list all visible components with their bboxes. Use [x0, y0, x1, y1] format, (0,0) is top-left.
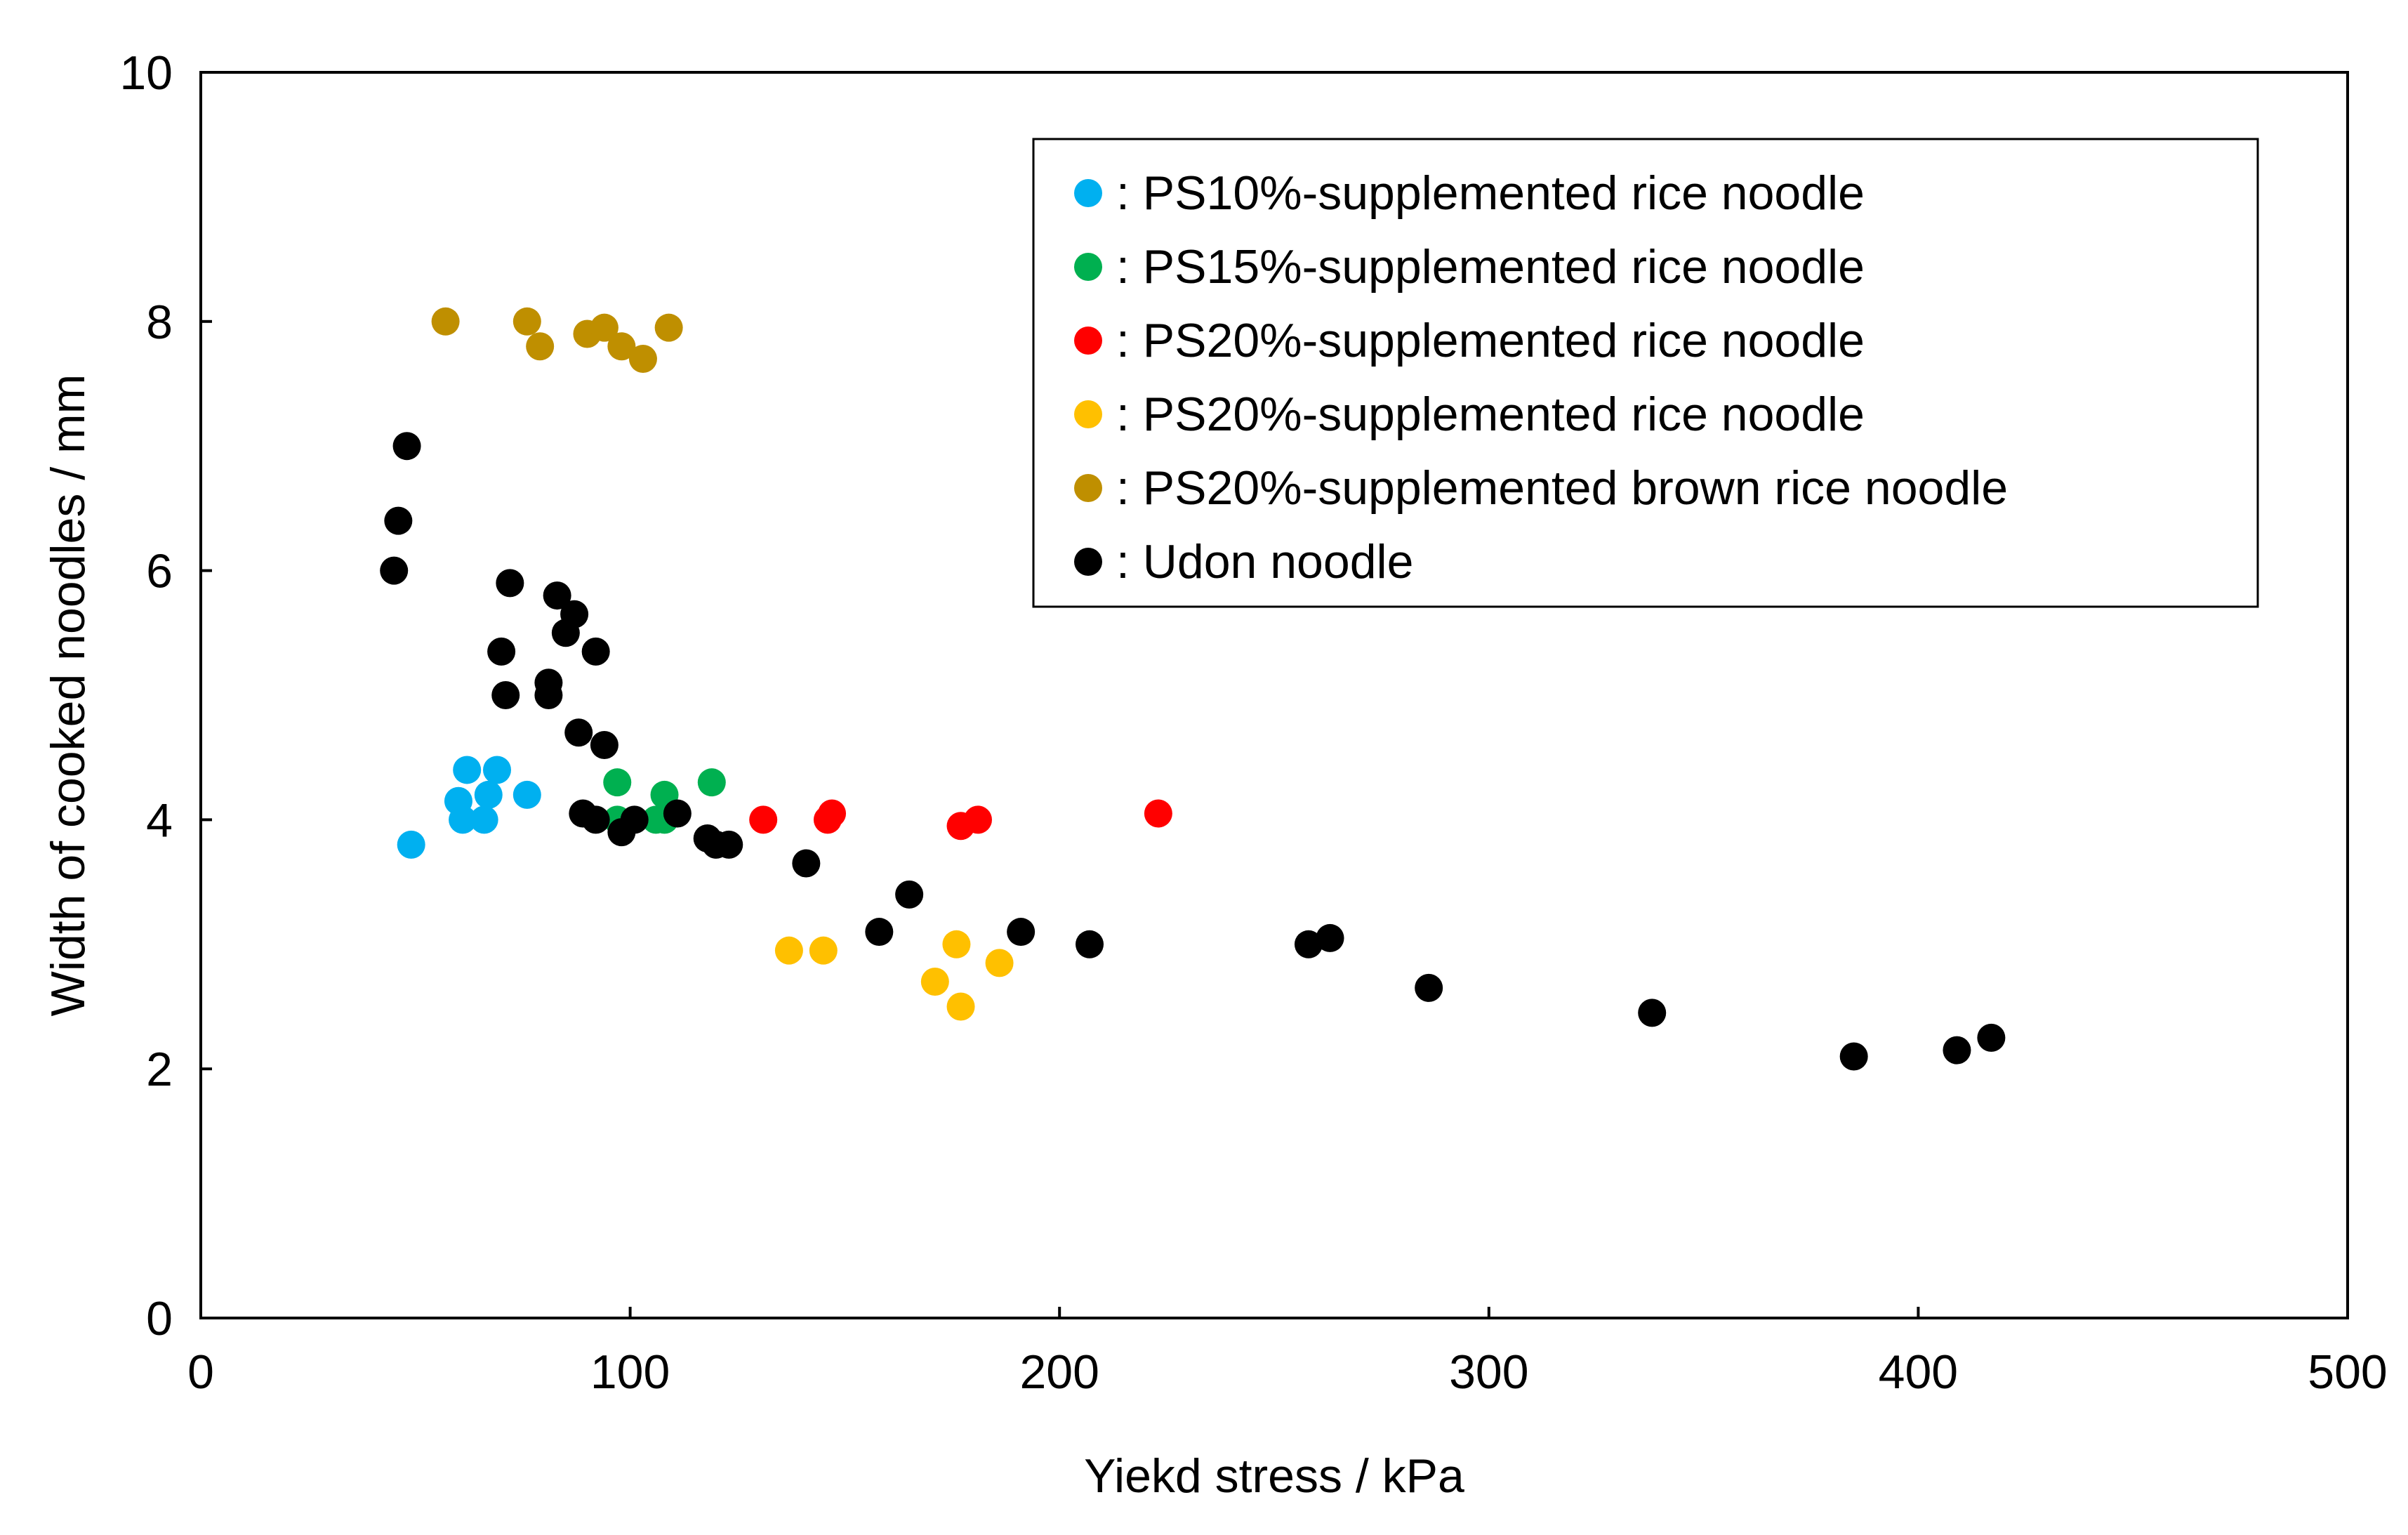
data-point: [1316, 923, 1344, 952]
data-point: [384, 506, 413, 535]
data-point: [543, 581, 571, 610]
data-point: [942, 930, 971, 958]
data-point: [1943, 1036, 1971, 1065]
data-point: [474, 780, 503, 809]
series-0: [397, 756, 541, 859]
data-point: [496, 569, 524, 598]
y-tick-label: 2: [146, 1043, 173, 1096]
data-point: [1977, 1023, 2006, 1052]
data-point: [1007, 918, 1036, 947]
legend-marker: [1074, 400, 1102, 428]
data-point: [985, 949, 1014, 977]
data-point: [920, 968, 949, 996]
y-tick-label: 4: [146, 793, 173, 847]
legend-marker: [1074, 474, 1102, 502]
data-point: [491, 681, 520, 709]
x-tick-label: 300: [1449, 1345, 1528, 1399]
legend-entry: : Udon noodle: [1116, 535, 1413, 588]
data-point: [749, 805, 778, 834]
legend-marker: [1074, 327, 1102, 355]
y-tick-label: 6: [146, 545, 173, 598]
x-tick-labels: 0 100 200 300 400 500: [187, 1345, 2388, 1399]
data-point: [628, 345, 657, 374]
data-point: [1144, 799, 1172, 828]
data-point: [392, 432, 421, 461]
legend-box: [1032, 138, 2259, 608]
data-point: [581, 805, 610, 834]
data-point: [603, 768, 632, 797]
x-tick-label: 400: [1879, 1345, 1958, 1399]
series-4: [431, 307, 683, 374]
data-point: [526, 332, 555, 361]
legend-entry: : PS20%-supplemented rice noodle: [1116, 388, 1865, 441]
y-tick-label: 8: [146, 296, 173, 349]
data-point: [590, 313, 618, 342]
axis-ticks: [199, 71, 2349, 1319]
data-point: [715, 830, 743, 859]
data-point: [792, 849, 821, 878]
data-point: [818, 799, 847, 828]
data-point: [590, 730, 618, 759]
data-point: [1415, 973, 1443, 1002]
x-axis-title: Yiekd stress / kPa: [1084, 1449, 1464, 1503]
data-point: [1839, 1042, 1868, 1071]
data-point: [483, 756, 512, 784]
data-point: [946, 992, 975, 1021]
data-point: [453, 756, 482, 784]
data-point: [512, 307, 541, 336]
data-point: [449, 805, 477, 834]
data-point: [809, 936, 838, 965]
data-point: [487, 637, 516, 666]
data-point: [560, 600, 589, 628]
y-tick-labels: 0 2 4 6 8 10: [119, 46, 173, 1345]
x-tick-label: 200: [1019, 1345, 1099, 1399]
legend-marker: [1074, 253, 1102, 281]
legend-entry: : PS15%-supplemented rice noodle: [1116, 240, 1865, 294]
data-point: [581, 637, 610, 666]
data-point: [895, 880, 924, 909]
legend-entry: : PS10%-supplemented rice noodle: [1116, 166, 1865, 220]
legend-entry: : PS20%-supplemented brown rice noodle: [1116, 461, 2008, 515]
y-tick-label: 0: [146, 1292, 173, 1345]
data-point: [620, 805, 649, 834]
y-axis-title: Width of cooked noodles / mm: [41, 374, 95, 1017]
data-point: [534, 681, 563, 709]
data-point: [774, 936, 803, 965]
data-point: [431, 307, 460, 336]
data-point: [1638, 999, 1667, 1027]
data-points: [380, 307, 2006, 1071]
legend-marker: [1074, 179, 1102, 207]
data-point: [512, 780, 541, 809]
data-point: [607, 332, 636, 361]
data-point: [564, 718, 593, 747]
data-point: [1076, 930, 1104, 958]
data-point: [470, 805, 498, 834]
data-point: [1294, 930, 1323, 958]
data-point: [654, 313, 683, 342]
data-point: [697, 768, 726, 797]
legend: : PS10%-supplemented rice noodle : PS15%-…: [1032, 138, 2259, 608]
data-point: [663, 799, 692, 828]
x-tick-label: 0: [187, 1345, 214, 1399]
data-point: [865, 918, 894, 947]
data-point: [397, 830, 425, 859]
series-5: [380, 432, 2006, 1071]
series-3: [774, 930, 1014, 1021]
data-point: [380, 556, 409, 585]
legend-entry: : PS20%-supplemented rice noodle: [1116, 314, 1865, 367]
series-2: [749, 799, 1172, 841]
x-tick-label: 500: [2308, 1345, 2387, 1399]
data-point: [963, 805, 992, 834]
legend-marker: [1074, 548, 1102, 576]
x-tick-label: 100: [590, 1345, 670, 1399]
y-tick-label: 10: [119, 46, 173, 100]
